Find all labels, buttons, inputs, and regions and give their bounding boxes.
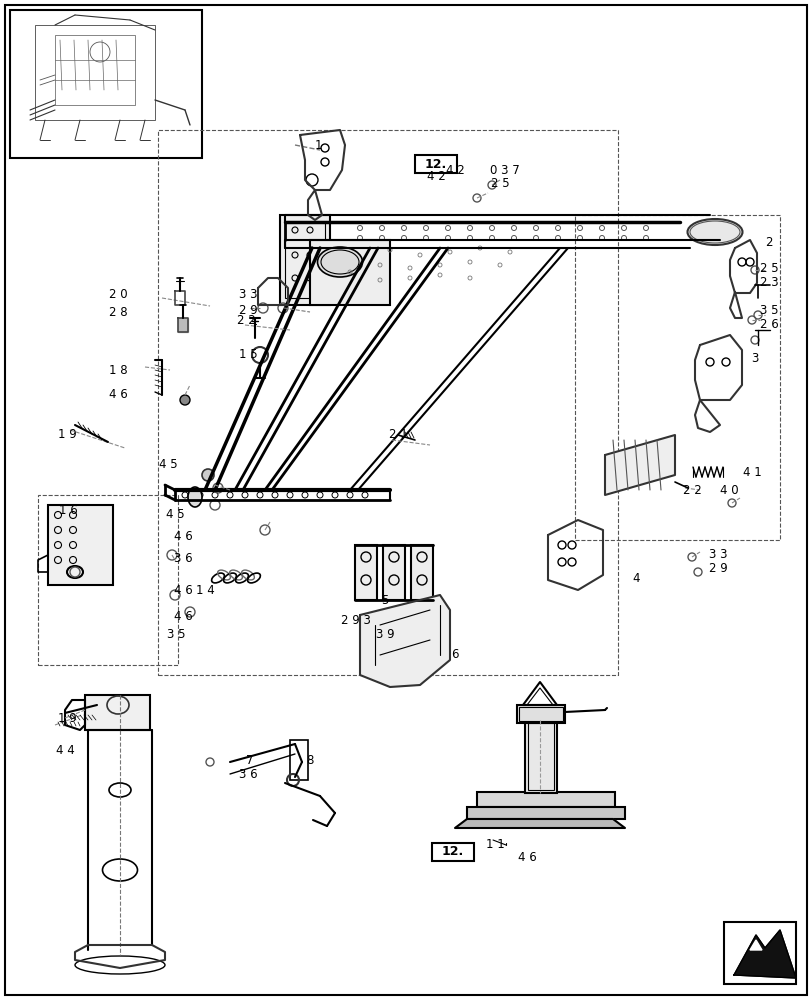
Text: 3 6: 3 6 (238, 768, 257, 782)
Text: 4 5: 4 5 (165, 508, 184, 522)
Text: 4 4: 4 4 (56, 743, 75, 756)
Bar (517, 705, 564, 723)
Ellipse shape (317, 247, 362, 277)
Polygon shape (359, 595, 449, 687)
Polygon shape (454, 819, 624, 828)
Text: 2 5: 2 5 (490, 177, 508, 190)
Text: 2 3: 2 3 (759, 275, 778, 288)
Bar (55, 35, 135, 105)
Text: 4: 4 (632, 572, 639, 584)
Text: 3 6: 3 6 (174, 552, 192, 564)
Text: 2: 2 (764, 235, 772, 248)
Circle shape (180, 395, 190, 405)
Bar (290, 740, 307, 780)
Bar (431, 843, 474, 861)
Text: 4 6: 4 6 (174, 610, 192, 624)
Bar (35, 25, 155, 120)
Text: 2 5: 2 5 (759, 261, 778, 274)
Text: 1: 1 (314, 139, 321, 152)
Text: 4 0: 4 0 (719, 484, 737, 496)
Text: 4 5: 4 5 (158, 458, 177, 472)
Text: 4 2: 4 2 (426, 170, 444, 183)
Text: 12.: 12. (424, 158, 447, 171)
Text: 4 6: 4 6 (517, 851, 536, 864)
Bar (518, 707, 562, 721)
Ellipse shape (687, 219, 741, 245)
Bar (723, 922, 795, 984)
Text: 2 9: 2 9 (708, 562, 727, 574)
Text: 2 9 3: 2 9 3 (341, 613, 371, 626)
Polygon shape (178, 318, 188, 332)
Text: 1 1: 1 1 (485, 838, 504, 851)
Bar (10, 10, 202, 158)
Bar (280, 215, 329, 305)
Text: 1 4: 1 4 (195, 584, 214, 596)
Text: 4 2: 4 2 (445, 164, 464, 177)
Text: 1 9: 1 9 (58, 711, 76, 724)
Text: 3 9: 3 9 (375, 628, 394, 642)
Text: 4 6: 4 6 (174, 530, 192, 544)
Text: 2 6: 2 6 (758, 318, 778, 332)
Text: 1 8: 1 8 (109, 363, 127, 376)
Text: 8: 8 (306, 754, 313, 766)
Text: 1 6: 1 6 (58, 504, 77, 516)
Text: 2 9: 2 9 (238, 304, 257, 316)
Bar (525, 720, 556, 793)
Bar (414, 155, 457, 173)
Bar (574, 215, 779, 540)
Text: 4 6: 4 6 (174, 584, 192, 596)
Text: 1 5: 1 5 (238, 349, 257, 361)
Bar (48, 505, 113, 585)
Bar (310, 240, 389, 305)
Text: 12.: 12. (441, 845, 464, 858)
Text: 3: 3 (750, 352, 757, 364)
Text: 2 8: 2 8 (109, 306, 127, 318)
Bar (383, 545, 405, 600)
Text: 3 5: 3 5 (166, 628, 185, 642)
Text: 4 1: 4 1 (742, 466, 761, 479)
Text: 2 2: 2 2 (236, 314, 255, 326)
Text: 5: 5 (381, 593, 388, 606)
Circle shape (202, 469, 214, 481)
Text: 3 3: 3 3 (708, 548, 727, 562)
Text: 4 6: 4 6 (109, 388, 127, 401)
Bar (158, 130, 617, 675)
Bar (476, 792, 614, 807)
Text: 6: 6 (451, 648, 458, 662)
Ellipse shape (188, 487, 202, 507)
Text: 2 0: 2 0 (109, 288, 127, 302)
Bar (285, 222, 324, 298)
Text: 7: 7 (246, 754, 253, 766)
Text: 0 3 7: 0 3 7 (490, 164, 519, 177)
Text: 3 3: 3 3 (238, 288, 257, 302)
Bar (85, 695, 150, 730)
Bar (527, 723, 553, 790)
Polygon shape (749, 940, 761, 950)
Bar (354, 545, 376, 600)
Polygon shape (733, 930, 795, 978)
Text: 3 5: 3 5 (759, 304, 777, 316)
Text: 2 2: 2 2 (682, 484, 701, 496)
Bar (38, 495, 178, 665)
Bar (466, 807, 624, 819)
Text: 1 9: 1 9 (58, 428, 76, 442)
Polygon shape (604, 435, 674, 495)
Bar (410, 545, 432, 600)
Text: 2 1: 2 1 (388, 428, 407, 442)
